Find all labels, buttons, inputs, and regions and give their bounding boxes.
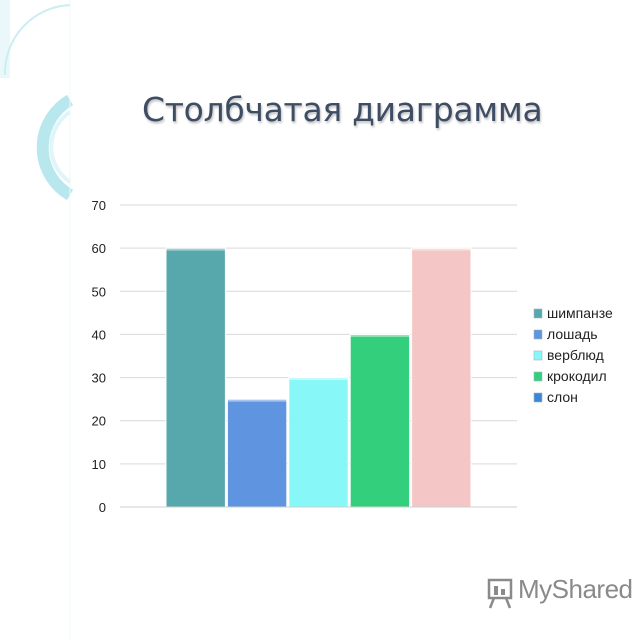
decor-strip xyxy=(0,0,10,78)
legend-marker xyxy=(533,350,543,361)
y-tick-label: 0 xyxy=(99,500,106,515)
legend-marker xyxy=(533,329,543,340)
slide-title: Столбчатая диаграмма xyxy=(142,90,543,129)
legend-label: верблюд xyxy=(547,347,604,363)
legend-marker xyxy=(533,371,543,382)
chart-bars xyxy=(165,247,472,508)
chart-legend: шимпанзе лошадь верблюд крокодил слон xyxy=(533,305,613,405)
legend-label: шимпанзе xyxy=(547,305,613,321)
presentation-icon xyxy=(487,578,513,609)
y-tick-label: 40 xyxy=(92,327,106,342)
legend-label: лошадь xyxy=(547,326,598,342)
decor-ring xyxy=(36,94,74,201)
y-tick-label: 20 xyxy=(92,414,106,429)
legend-marker xyxy=(533,392,543,403)
decorative-circles xyxy=(0,0,74,640)
bar-highlight xyxy=(227,399,287,402)
y-tick-label: 70 xyxy=(92,198,106,213)
y-tick-label: 30 xyxy=(92,371,106,386)
y-axis-ticks: 0 10 20 30 40 50 60 70 xyxy=(92,198,106,515)
bar-4 xyxy=(349,333,411,508)
bar-3 xyxy=(288,377,349,508)
bar-highlight xyxy=(166,248,226,251)
bar-5 xyxy=(411,247,472,508)
watermark-text: MyShared xyxy=(518,574,633,604)
legend-marker xyxy=(533,308,543,319)
decor-arc-top xyxy=(3,4,71,76)
legend-label: крокодил xyxy=(547,368,607,384)
legend-label: слон xyxy=(547,389,578,405)
y-tick-label: 10 xyxy=(92,457,106,472)
bar-highlight xyxy=(411,248,471,251)
y-tick-label: 50 xyxy=(92,284,106,299)
bar-highlight xyxy=(350,334,410,337)
bar-highlight xyxy=(288,377,349,381)
bar-1 xyxy=(165,247,226,508)
decor-ring-inner xyxy=(49,110,72,184)
y-tick-label: 60 xyxy=(92,241,106,256)
bar-2 xyxy=(226,398,288,508)
